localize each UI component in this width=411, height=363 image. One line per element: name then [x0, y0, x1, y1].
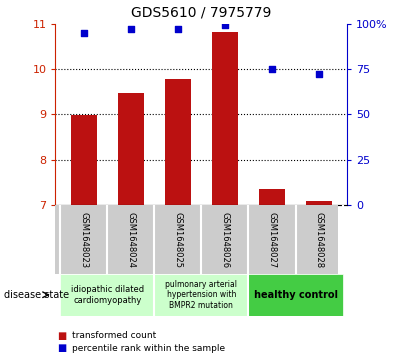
Text: ■: ■ — [58, 331, 67, 341]
Point — [269, 66, 275, 72]
Text: disease state: disease state — [4, 290, 69, 300]
Bar — [165, 79, 191, 205]
Bar — [118, 93, 144, 205]
Point — [81, 30, 87, 36]
Bar — [154, 274, 249, 316]
Text: healthy control: healthy control — [254, 290, 337, 300]
Bar — [212, 32, 238, 205]
Point — [175, 26, 181, 32]
Text: GSM1648023: GSM1648023 — [79, 212, 88, 268]
Bar — [259, 189, 285, 205]
Bar — [71, 115, 97, 205]
Text: idiopathic dilated
cardiomyopathy: idiopathic dilated cardiomyopathy — [71, 285, 144, 305]
Text: GSM1648024: GSM1648024 — [126, 212, 135, 268]
Title: GDS5610 / 7975779: GDS5610 / 7975779 — [131, 6, 272, 20]
Text: GSM1648027: GSM1648027 — [268, 212, 277, 268]
Text: pulmonary arterial
hypertension with
BMPR2 mutation: pulmonary arterial hypertension with BMP… — [165, 280, 238, 310]
Point — [127, 26, 134, 32]
Text: percentile rank within the sample: percentile rank within the sample — [72, 344, 225, 353]
Text: ■: ■ — [58, 343, 67, 354]
Bar — [249, 274, 343, 316]
Text: GSM1648025: GSM1648025 — [173, 212, 182, 268]
Point — [316, 72, 322, 77]
Text: GSM1648028: GSM1648028 — [314, 212, 323, 268]
Text: GSM1648026: GSM1648026 — [220, 212, 229, 268]
Text: transformed count: transformed count — [72, 331, 156, 340]
Bar — [60, 274, 154, 316]
Point — [222, 23, 228, 28]
Bar — [306, 201, 332, 205]
